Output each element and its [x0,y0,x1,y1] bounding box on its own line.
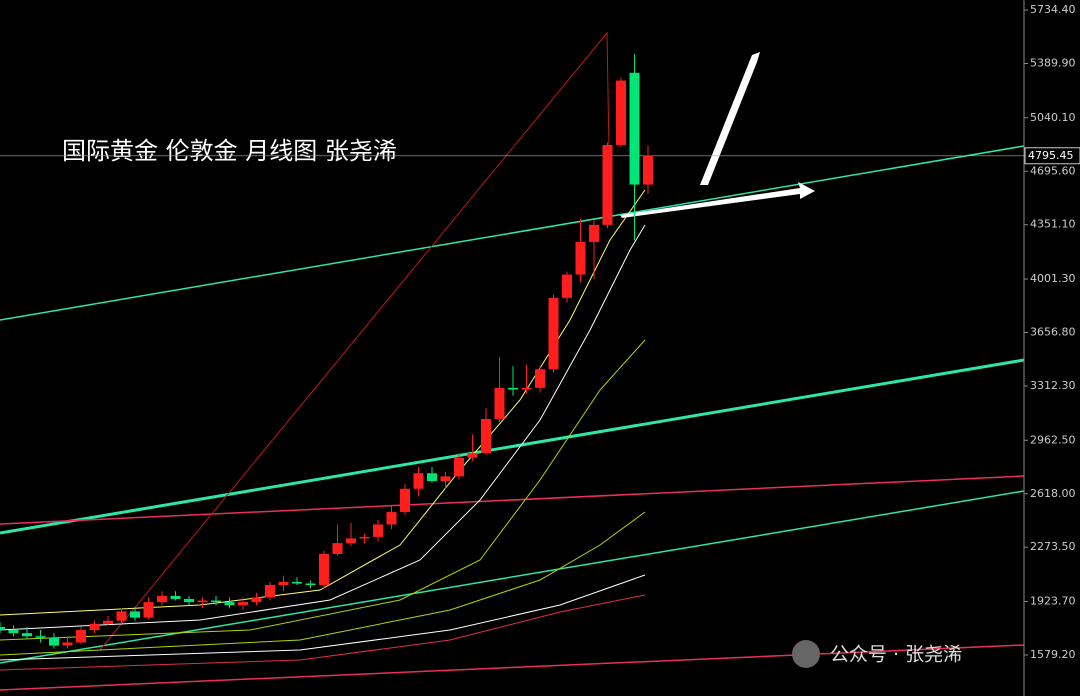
candle-body [89,623,100,631]
candle-body [35,636,46,638]
y-tick-label: 5040.10 [1030,111,1076,124]
candle-body [130,611,140,618]
candle-body [170,595,181,599]
trend-line [0,358,1025,535]
candle-body [589,224,599,242]
candle-body [346,538,356,544]
candle-body [319,553,329,586]
last-price-box [1024,147,1080,165]
candle-body [157,595,167,603]
y-tick-label: 1579.20 [1030,648,1076,661]
trend-line [0,644,1025,691]
arrow [700,52,760,185]
y-tick-label: 3656.80 [1030,326,1076,339]
candle-body [116,611,127,621]
candle-body [427,473,437,482]
y-tick-label: 5389.90 [1030,56,1076,69]
trend-lines [0,31,1025,691]
candle-body [643,155,653,185]
candle-body [454,457,464,477]
last-price-label: 4795.45 [1028,149,1074,162]
candle-body [440,476,451,482]
watermark-icon [792,640,820,668]
moving-average [0,574,646,661]
candle-body [0,626,5,631]
candle-body [602,144,613,225]
candle-body [400,488,410,513]
candle-body [251,597,262,603]
candle-body [616,80,626,145]
candle-body [49,637,59,646]
moving-average [0,224,646,631]
candle-body [8,630,19,634]
candle-body [535,369,545,388]
candle-body [494,387,505,419]
candle-body [413,473,424,489]
arrow [620,182,815,218]
candle-body [305,583,316,586]
candle-body [359,536,370,539]
moving-average [0,511,646,656]
y-tick-label: 4001.30 [1030,272,1076,285]
y-tick-label: 2273.50 [1030,540,1076,553]
y-tick-label: 4351.10 [1030,218,1076,231]
candle-body [508,387,518,390]
y-tick-label: 2962.50 [1030,433,1076,446]
candle-body [143,602,154,618]
y-tick-label: 3312.30 [1030,379,1076,392]
candle-body [278,581,289,586]
candle-body [292,581,302,584]
candle-body [521,387,532,390]
y-tick-label: 5734.40 [1030,3,1076,16]
candle-body [373,524,383,537]
trend-line [0,145,1025,321]
candle-body [386,512,397,525]
candle-body [103,620,113,624]
watermark-text: 公众号 · 张尧浠 [830,644,962,666]
candle-body [548,297,559,370]
candle-body [575,241,586,275]
candle-body [22,633,32,637]
candle-body [211,600,221,603]
trend-line [0,475,1025,525]
candle-body [238,602,248,606]
candle-body [62,642,73,646]
candle-body [332,543,343,554]
moving-average [0,339,646,641]
chart-title: 国际黄金 伦敦金 月线图 张尧浠 [62,137,397,165]
candle-body [197,600,208,603]
y-tick-label: 1923.70 [1030,595,1076,608]
candle-body [481,418,491,454]
y-tick-label: 4695.60 [1030,164,1076,177]
candle-body [184,598,194,603]
candle-body [224,602,235,606]
candle-body [562,274,572,298]
candle-body [629,72,640,185]
candle-body [467,453,478,458]
watermark: 公众号 · 张尧浠 [792,640,962,668]
y-tick-label: 2618.00 [1030,487,1076,500]
trend-line [0,490,1025,664]
moving-average [0,594,646,671]
candle-body [76,630,86,643]
candle-body [265,585,275,598]
